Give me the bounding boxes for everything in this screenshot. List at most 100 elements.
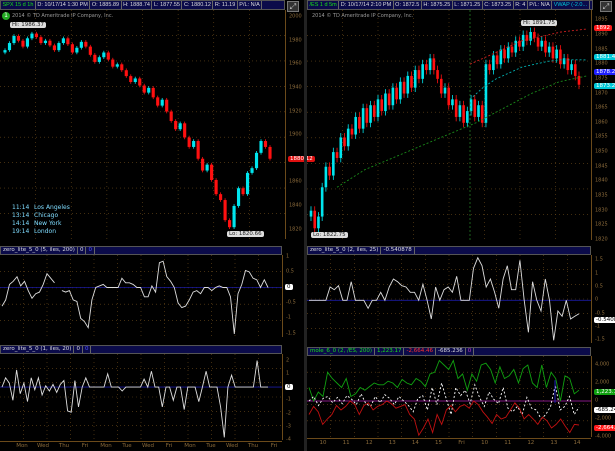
candle-body xyxy=(317,216,320,229)
time-axis-label: 12 xyxy=(365,440,373,446)
study-title[interactable]: mole_6_0 (2, /ES, 200) xyxy=(308,348,375,355)
candle-body xyxy=(39,37,43,44)
right-study2-chart[interactable] xyxy=(307,356,591,437)
candle-body xyxy=(335,152,339,158)
candle-body xyxy=(506,46,510,59)
left-date: D: 10/17/14 1:30 PM xyxy=(36,1,91,9)
candle-body xyxy=(268,146,272,159)
time-axis-label: 11 xyxy=(342,440,350,446)
axis-tick-label: 1860 xyxy=(595,119,608,126)
axis-tick-label: 1845 xyxy=(595,163,608,170)
candle-body xyxy=(573,64,577,76)
right-time-axis[interactable]: 10 11 12 13 14 15 Fri 10 11 12 13 14 xyxy=(307,438,591,451)
axis-tick-label: 1855 xyxy=(595,133,608,140)
right-header-bar: /ES 1 d 5m D: 10/17/14 2:10 PM O: 1872.5… xyxy=(307,0,593,10)
candle-body xyxy=(187,137,191,147)
candle-body xyxy=(577,75,581,85)
candle-body xyxy=(219,194,223,201)
time-axis-label: Fri xyxy=(165,443,173,449)
current-value-label: 1873.25 xyxy=(594,83,615,90)
candle-body xyxy=(510,46,514,53)
right-price-axis[interactable]: 1895 1890 1885 1880 1875 1870 1865 1860 1855 1850… xyxy=(591,10,615,242)
left-price-chart[interactable] xyxy=(0,10,285,239)
oscillator-line xyxy=(1,360,268,438)
candle-body xyxy=(75,47,79,53)
time-axis-label: Fri xyxy=(458,440,465,446)
candle-body xyxy=(201,158,205,171)
candle-body xyxy=(395,87,398,100)
candle-body xyxy=(343,137,346,147)
right-price-chart[interactable] xyxy=(307,10,591,240)
candle-body xyxy=(350,128,354,135)
left-study2-header: zero_lite_5_0 (1, iles, 20) 0 0 xyxy=(0,345,282,354)
candle-body xyxy=(52,45,56,51)
left-study1-axis[interactable]: 1 0.5 -0.5 -1 -1.5 0 xyxy=(282,254,305,337)
time-axis-label: 10 xyxy=(319,440,327,446)
candle-body xyxy=(133,78,137,83)
candle-body xyxy=(332,152,335,176)
candle-body xyxy=(61,38,65,44)
candle-body xyxy=(160,99,164,106)
axis-tick-label: -0.5 xyxy=(595,310,605,317)
left-chart-settings-icon[interactable]: ⤢ xyxy=(287,1,299,12)
left-study1-chart[interactable] xyxy=(0,255,282,337)
candle-body xyxy=(529,31,532,41)
candle-body xyxy=(183,123,187,138)
left-symbol[interactable]: SPX 15 d 1h xyxy=(1,1,36,9)
time-axis-label: Tue xyxy=(206,443,216,449)
left-pl: P/L: N/A xyxy=(238,1,263,9)
current-value-label: 0 xyxy=(285,284,293,291)
right-study2-axis[interactable]: 4,000 2,000 0 -2,000 -4,000 1,223.17 -685.24 -2… xyxy=(591,356,615,439)
axis-tick-label: 4,000 xyxy=(595,361,610,368)
right-study1-chart[interactable] xyxy=(307,255,591,343)
time-axis-label: Wed xyxy=(37,443,49,449)
axis-tick-label: 1 xyxy=(595,270,599,277)
right-range: R: 4 xyxy=(514,1,528,9)
axis-tick-label: 1870 xyxy=(595,90,608,96)
right-symbol[interactable]: /ES 1 d 5m xyxy=(308,1,340,9)
time-axis-label: 11 xyxy=(504,440,512,446)
candle-body xyxy=(245,172,250,195)
candle-body xyxy=(432,58,436,71)
candle-body xyxy=(309,210,313,217)
right-pl: P/L: N/A xyxy=(528,1,553,9)
left-alert-icon[interactable]: 1 xyxy=(2,12,10,20)
panel-divider[interactable] xyxy=(304,0,307,451)
candle-body xyxy=(384,93,387,112)
study-value: 0 xyxy=(86,247,95,254)
candle-body xyxy=(544,40,547,53)
right-study1-axis[interactable]: 1.5 1 0.5 0 -0.5 -1 -1.5 -0.5408 xyxy=(591,255,615,343)
axis-tick-label: -4 xyxy=(286,436,291,443)
tz-row: 13:14 Chicago xyxy=(12,212,70,220)
study-title[interactable]: zero_lite_5_0 (5, iles, 200) xyxy=(1,247,78,254)
left-time-axis[interactable]: Mon Wed Thu Fri Mon Tue Wed Fri Mon Tue Wed Thu Fri xyxy=(0,441,282,451)
time-axis-label: 10 xyxy=(481,440,489,446)
candle-body xyxy=(421,64,424,79)
right-chart-settings-icon[interactable]: ⤢ xyxy=(600,1,612,12)
candle-body xyxy=(196,141,200,159)
axis-tick-label: 1840 xyxy=(289,202,302,209)
right-vwap-study[interactable]: VWAP (-2.0... xyxy=(552,1,590,9)
candle-body xyxy=(147,87,151,93)
study-value: -0.540878 xyxy=(381,247,415,254)
left-study2-chart[interactable] xyxy=(0,354,282,440)
time-axis-label: Mon xyxy=(100,443,112,449)
candle-body xyxy=(566,58,570,71)
axis-tick-label: -1 xyxy=(286,396,291,403)
left-header-bar: SPX 15 d 1h D: 10/17/14 1:30 PM O: 1885.… xyxy=(0,0,285,10)
left-study2-axis[interactable]: 2 1 -1 -2 -3 -4 0 xyxy=(282,354,305,443)
study-value: 1,223.17 xyxy=(375,348,405,355)
candle-body xyxy=(387,93,391,106)
candle-body xyxy=(521,34,525,47)
left-price-axis[interactable]: 2000 1980 1960 1940 1920 1900 1860 1840 1820 1880… xyxy=(285,10,315,239)
candle-body xyxy=(555,49,558,59)
study-value: -685.236 xyxy=(436,348,466,355)
study-title[interactable]: zero_lite_5_0 (2, iles, 25) xyxy=(308,247,382,254)
axis-tick-label: -2 xyxy=(286,410,291,417)
study-title[interactable]: zero_lite_5_0 (1, iles, 20) xyxy=(1,346,75,353)
candle-body xyxy=(533,31,536,38)
study-value: 0 xyxy=(83,346,92,353)
axis-tick-label: 1835 xyxy=(595,192,608,199)
candle-body xyxy=(165,99,169,112)
candle-body xyxy=(328,166,331,176)
